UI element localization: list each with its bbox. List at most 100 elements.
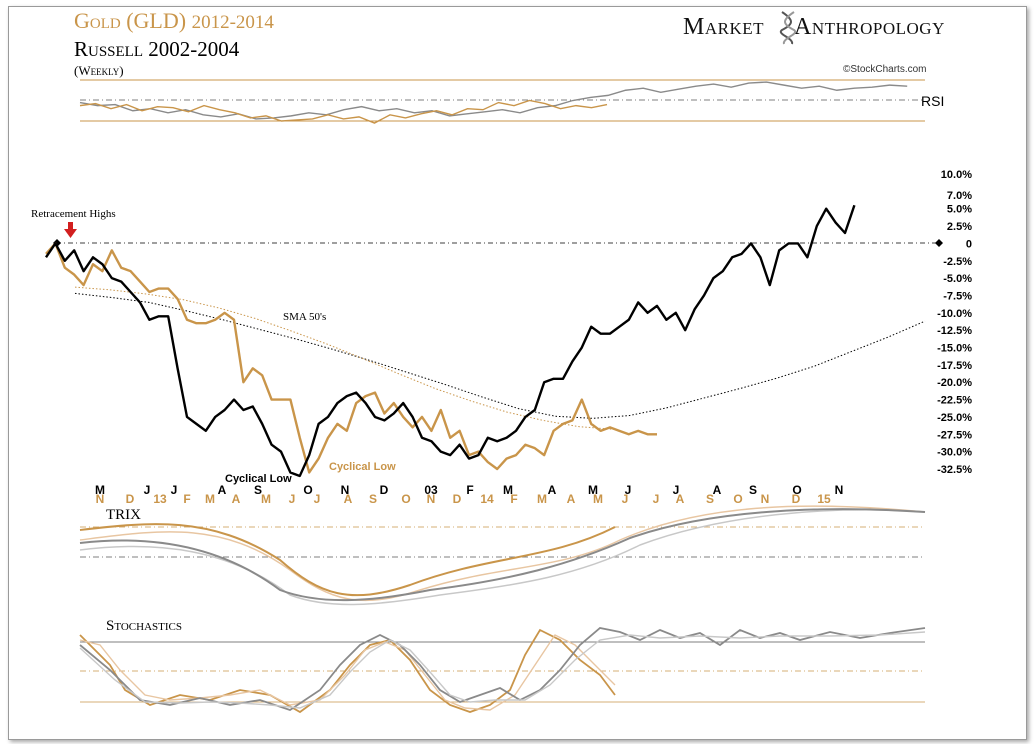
x-tick-gold: J	[622, 492, 629, 506]
stoch-panel: Stochastics	[79, 618, 926, 714]
trix-russell-signal	[79, 509, 926, 606]
x-tick-gold: J	[314, 492, 321, 506]
x-tick-gold: N	[427, 492, 436, 506]
y-tick-label: -27.5%	[937, 429, 972, 441]
y-tick-label: -32.5%	[937, 464, 972, 476]
x-tick-russell: D	[380, 483, 389, 497]
zero-marker-right	[935, 239, 943, 247]
x-tick-gold: M	[261, 492, 271, 506]
x-tick-gold: 15	[817, 492, 831, 506]
cyclical-low-gold: Cyclical Low	[329, 461, 396, 473]
x-tick-russell: A	[548, 483, 557, 497]
x-tick-russell: J	[625, 483, 632, 497]
gold-years-text: 2012-2014	[191, 12, 274, 33]
down-arrow-icon	[64, 222, 77, 238]
x-tick-russell: A	[713, 483, 722, 497]
x-tick-russell: M	[588, 483, 598, 497]
x-tick-russell: J	[673, 483, 680, 497]
x-tick-gold: A	[344, 492, 353, 506]
y-tick-label: -30.0%	[937, 447, 972, 459]
x-tick-gold: S	[369, 492, 377, 506]
y-tick-label: -12.5%	[937, 325, 972, 337]
y-tick-label: -7.5%	[943, 290, 972, 302]
x-tick-gold: 13	[153, 492, 167, 506]
x-tick-gold: 14	[480, 492, 494, 506]
x-tick-gold: M	[205, 492, 215, 506]
y-tick-label: 5.0%	[947, 204, 972, 216]
dna-icon	[779, 11, 797, 45]
rsi-gold-line	[79, 99, 608, 124]
y-tick-label: -5.0%	[943, 273, 972, 285]
y-tick-label: -20.0%	[937, 377, 972, 389]
trix-panel: TRIX	[79, 505, 926, 606]
y-tick-label: -10.0%	[937, 308, 972, 320]
rsi-russell-line	[79, 81, 908, 120]
y-tick-label: 2.5%	[947, 221, 972, 233]
x-tick-gold: D	[453, 492, 462, 506]
x-tick-russell: J	[144, 483, 151, 497]
y-tick-label: -25.0%	[937, 412, 972, 424]
stockcharts-credit: ©StockCharts.com	[843, 64, 927, 75]
x-tick-gold: A	[567, 492, 576, 506]
x-tick-gold: A	[232, 492, 241, 506]
x-tick-gold: M	[537, 492, 547, 506]
russell-price-line	[45, 204, 856, 478]
gold-title-text: Gold (GLD)	[74, 8, 187, 33]
x-tick-russell: N	[835, 483, 844, 497]
x-tick-russell: F	[466, 483, 473, 497]
x-tick-gold: S	[706, 492, 714, 506]
retracement-label: Retracement Highs	[31, 208, 116, 220]
x-tick-gold: J	[289, 492, 296, 506]
x-tick-gold: A	[676, 492, 685, 506]
x-tick-gold: M	[593, 492, 603, 506]
x-tick-russell: O	[303, 483, 312, 497]
sma-label: SMA 50's	[283, 311, 326, 323]
trix-gold-signal	[79, 505, 926, 602]
y-tick-label: 7.0%	[947, 190, 972, 202]
y-tick-label: 0	[966, 238, 972, 250]
x-tick-russell: J	[171, 483, 178, 497]
x-tick-gold: D	[792, 492, 801, 506]
stoch-gold-signal	[79, 634, 616, 711]
trix-gold-line	[79, 523, 616, 597]
x-tick-russell: N	[341, 483, 350, 497]
x-tick-russell: S	[749, 483, 757, 497]
x-tick-gold: F	[183, 492, 190, 506]
x-tick-gold: N	[96, 492, 105, 506]
cyclical-low-russell: Cyclical Low	[225, 473, 292, 485]
russell-title: Russell 2002-2004	[74, 37, 240, 61]
brand-left: Market	[683, 14, 765, 40]
x-tick-russell: S	[254, 483, 262, 497]
gold-price-line	[45, 242, 657, 474]
x-tick-russell: M	[503, 483, 513, 497]
x-tick-russell: A	[218, 483, 227, 497]
period-label: (Weekly)	[74, 63, 124, 78]
y-tick-label: -2.5%	[943, 256, 972, 268]
x-tick-russell: O	[792, 483, 801, 497]
main-panel: 10.0% 7.0% 5.0% 2.5% 0 -2.5% -5.0% -7.5% -10.0% -…	[31, 169, 972, 506]
x-tick-russell: M	[95, 483, 105, 497]
x-tick-gold: J	[653, 492, 660, 506]
rsi-panel: RSI	[79, 79, 944, 124]
rsi-label: RSI	[921, 93, 944, 109]
x-tick-russell: 03	[424, 483, 438, 497]
gold-title: Gold (GLD) 2012-2014	[74, 8, 274, 34]
y-tick-label: -17.5%	[937, 360, 972, 372]
y-tick-label: -15.0%	[937, 343, 972, 355]
stoch-russell-signal	[79, 631, 926, 709]
sma-russell-line	[74, 292, 926, 419]
x-tick-gold: O	[401, 492, 410, 506]
trix-label: TRIX	[106, 507, 141, 523]
brand-right: Anthropology	[794, 14, 945, 40]
x-tick-gold: F	[510, 492, 517, 506]
y-tick-label: -22.5%	[937, 395, 972, 407]
x-tick-gold: N	[761, 492, 770, 506]
sma-gold-line	[74, 286, 616, 430]
x-tick-gold: O	[733, 492, 742, 506]
stoch-label: Stochastics	[106, 618, 182, 634]
brand-name: Market Anthropology	[683, 14, 945, 41]
y-tick-label: 10.0%	[941, 169, 972, 181]
trix-russell-line	[79, 508, 926, 602]
x-tick-gold: D	[126, 492, 135, 506]
